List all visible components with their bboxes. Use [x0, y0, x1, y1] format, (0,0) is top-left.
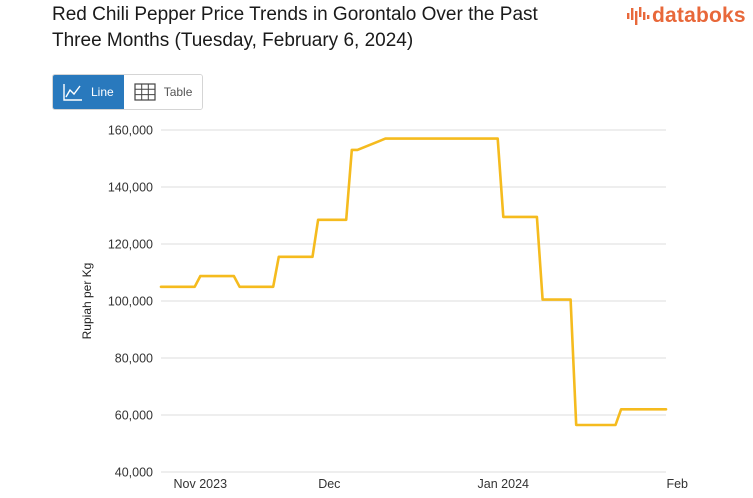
chart-title: Red Chili Pepper Price Trends in Goronta…: [52, 4, 538, 51]
line-view-button[interactable]: Line: [53, 75, 124, 109]
y-tick-label: 100,000: [108, 295, 153, 309]
table-icon: [134, 83, 156, 101]
y-tick-label: 140,000: [108, 181, 153, 195]
line-view-label: Line: [91, 85, 114, 99]
y-tick-label: 80,000: [115, 352, 153, 366]
y-tick-label: 160,000: [108, 124, 153, 138]
y-tick-label: 60,000: [115, 409, 153, 423]
line-chart-icon: [63, 84, 82, 101]
y-tick-label: 40,000: [115, 466, 153, 480]
view-toggle: Line Table: [52, 74, 204, 110]
y-tick-label: 120,000: [108, 238, 153, 252]
table-view-button[interactable]: Table: [123, 75, 203, 109]
databoks-bars-icon: [627, 7, 650, 25]
x-tick-label: Jan 2024: [478, 477, 529, 491]
table-view-label: Table: [163, 85, 193, 99]
logo-text: databoks: [652, 4, 746, 27]
x-tick-label: Nov 2023: [174, 477, 228, 491]
databoks-logo: databoks: [626, 4, 746, 28]
y-axis-label: Rupiah per Kg: [80, 263, 94, 340]
x-tick-label: Dec: [318, 477, 340, 491]
series-line: [159, 137, 668, 427]
x-tick-label: Feb: [666, 477, 688, 491]
